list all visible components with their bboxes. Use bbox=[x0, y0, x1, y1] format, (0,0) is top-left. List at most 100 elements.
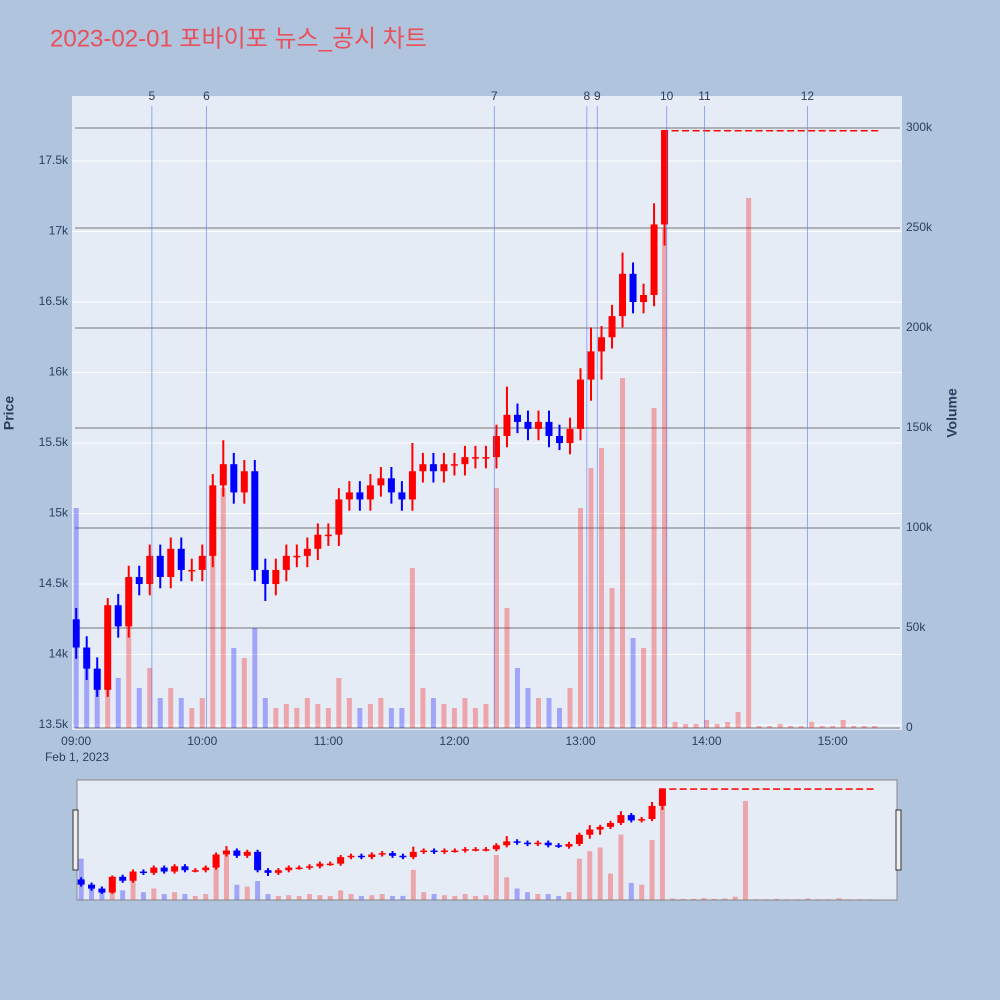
mini-volume-bar bbox=[275, 895, 281, 900]
mini-candle-body bbox=[108, 876, 116, 893]
news-label: 12 bbox=[801, 89, 815, 103]
mini-candle-body bbox=[627, 815, 635, 821]
mini-candle-body bbox=[607, 822, 615, 827]
range-slider[interactable] bbox=[76, 779, 898, 901]
mini-candle-body bbox=[139, 871, 147, 874]
mini-candle-body bbox=[181, 866, 189, 871]
volume-bar bbox=[588, 468, 594, 728]
volume-bar bbox=[94, 688, 100, 728]
mini-volume-bar bbox=[265, 894, 271, 900]
mini-volume-bar bbox=[99, 892, 105, 900]
candle-body bbox=[251, 471, 259, 570]
candle-body bbox=[860, 129, 868, 132]
candle-body bbox=[198, 555, 206, 570]
mini-volume-bar bbox=[244, 886, 250, 900]
volume-bar bbox=[714, 724, 720, 728]
candle-body bbox=[587, 351, 595, 380]
mini-volume-bar bbox=[524, 892, 530, 900]
mini-candle-body bbox=[119, 876, 127, 881]
mini-volume-bar bbox=[255, 881, 261, 900]
candle-body bbox=[230, 464, 238, 493]
volume-bar bbox=[126, 588, 132, 728]
mini-candle-body bbox=[98, 888, 106, 893]
candle-body bbox=[377, 478, 385, 486]
volume-bar bbox=[325, 708, 331, 728]
mini-volume-bar bbox=[441, 895, 447, 900]
mini-volume-bar bbox=[172, 892, 178, 900]
volume-bar bbox=[851, 726, 857, 728]
mini-volume-bar bbox=[338, 890, 344, 900]
mini-volume-bar bbox=[151, 888, 157, 900]
mini-candle-body bbox=[88, 884, 96, 889]
candle-body bbox=[146, 555, 154, 585]
candle-body bbox=[429, 464, 437, 472]
mini-candle-body bbox=[306, 866, 314, 868]
mini-volume-bar bbox=[358, 895, 364, 900]
mini-candle-body bbox=[596, 826, 604, 830]
candle-body bbox=[555, 435, 563, 444]
volume-bar bbox=[189, 708, 195, 728]
mini-volume-bar bbox=[742, 800, 748, 900]
volume-bar bbox=[430, 698, 436, 728]
mini-candle-body bbox=[378, 853, 386, 855]
mini-candle-body bbox=[326, 863, 334, 866]
y2-axis-title: Volume bbox=[944, 388, 960, 438]
candle-body bbox=[125, 576, 133, 627]
candle-body bbox=[177, 548, 185, 570]
candle-body bbox=[724, 129, 732, 132]
date-label: Feb 1, 2023 bbox=[45, 750, 109, 764]
mini-candle-body bbox=[804, 788, 812, 790]
mini-volume-bar bbox=[639, 884, 645, 900]
x-tick-label: 13:00 bbox=[565, 734, 595, 748]
candle-body bbox=[766, 129, 774, 132]
candle-body bbox=[850, 129, 858, 132]
volume-bar bbox=[767, 726, 773, 728]
mini-candle-body bbox=[285, 867, 293, 871]
candle-body bbox=[72, 619, 80, 648]
volume-bar bbox=[746, 198, 752, 728]
volume-bar bbox=[346, 698, 352, 728]
y-tick-label: 15.5k bbox=[39, 435, 69, 449]
volume-bar bbox=[662, 228, 668, 728]
mini-volume-bar bbox=[452, 895, 458, 900]
volume-bar bbox=[609, 588, 615, 728]
news-label: 10 bbox=[660, 89, 674, 103]
mini-volume-bar bbox=[286, 895, 292, 900]
mini-candle-body bbox=[420, 850, 428, 853]
volume-bar bbox=[535, 698, 541, 728]
mini-volume-bar bbox=[182, 894, 188, 900]
candle-body bbox=[167, 548, 175, 577]
mini-volume-bar bbox=[462, 894, 468, 900]
candle-body bbox=[209, 485, 217, 556]
mini-candle-body bbox=[856, 788, 864, 790]
y2-tick-label: 150k bbox=[906, 420, 933, 434]
candle-body bbox=[682, 129, 690, 132]
mini-volume-bar bbox=[307, 894, 313, 900]
y-tick-label: 15k bbox=[49, 506, 69, 520]
volume-bar bbox=[567, 688, 573, 728]
mini-volume-bar bbox=[618, 834, 624, 900]
candle-body bbox=[661, 129, 669, 225]
mini-candle-body bbox=[503, 841, 511, 846]
volume-bar bbox=[620, 378, 626, 728]
mini-candle-body bbox=[316, 863, 324, 867]
volume-bar bbox=[641, 648, 647, 728]
candle-body bbox=[566, 428, 574, 444]
mini-volume-bar bbox=[701, 898, 707, 900]
range-handle[interactable] bbox=[895, 809, 902, 871]
y-tick-label: 16k bbox=[49, 365, 69, 379]
candle-body bbox=[482, 457, 490, 459]
mini-candle-body bbox=[565, 843, 573, 847]
candle-body bbox=[808, 129, 816, 132]
range-handle[interactable] bbox=[72, 809, 79, 871]
y2-tick-label: 100k bbox=[906, 520, 933, 534]
y2-tick-label: 300k bbox=[906, 120, 933, 134]
volume-bar bbox=[399, 708, 405, 728]
mini-candle-body bbox=[295, 867, 303, 870]
volume-bar bbox=[735, 712, 741, 728]
volume-bar bbox=[451, 708, 457, 728]
mini-volume-bar bbox=[431, 894, 437, 900]
mini-volume-bar bbox=[774, 898, 780, 900]
volume-bar bbox=[283, 704, 289, 728]
mini-candle-body bbox=[669, 788, 677, 790]
